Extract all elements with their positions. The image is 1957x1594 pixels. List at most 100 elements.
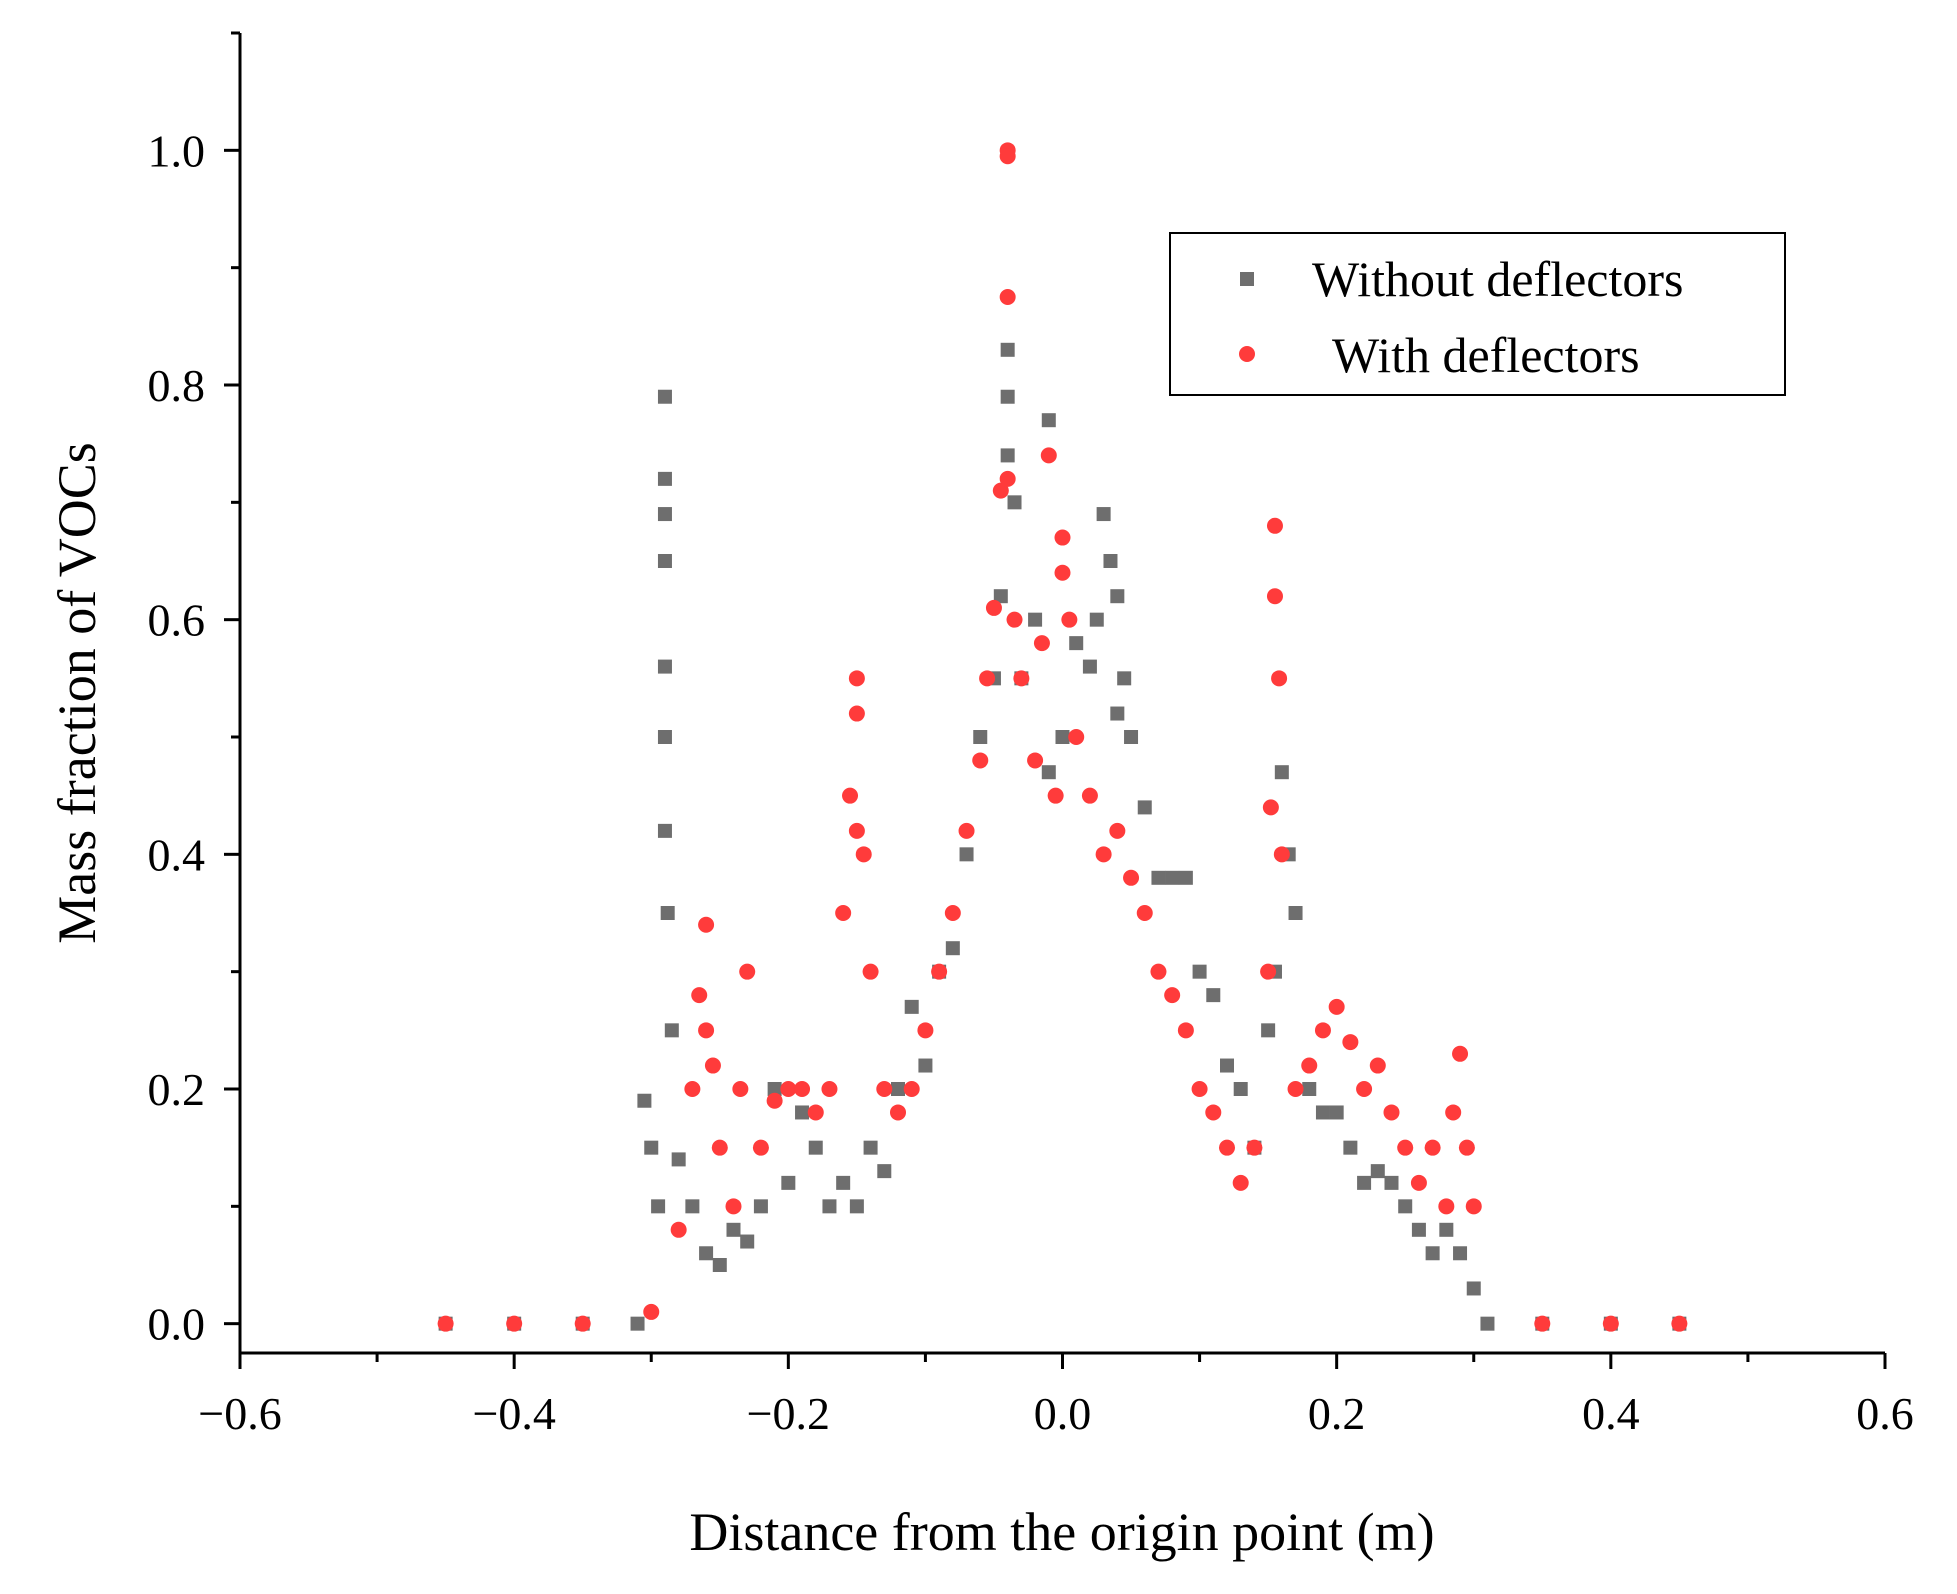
y-tick-label: 0.0 xyxy=(148,1299,206,1350)
data-point xyxy=(1232,1174,1249,1191)
data-point xyxy=(1246,1139,1263,1156)
y-tick-label: 0.4 xyxy=(148,829,206,880)
data-point xyxy=(1480,1316,1495,1331)
data-point xyxy=(1458,1139,1475,1156)
data-point xyxy=(712,1258,727,1272)
data-point xyxy=(972,752,989,769)
data-point xyxy=(1040,447,1057,464)
data-point xyxy=(958,822,975,839)
data-point xyxy=(848,705,865,722)
x-axis-title: Distance from the origin point (m) xyxy=(689,1502,1434,1562)
data-point xyxy=(660,906,675,920)
series-without-deflectors xyxy=(438,342,1687,1331)
data-point xyxy=(1266,588,1283,605)
data-point xyxy=(753,1199,768,1214)
data-point xyxy=(657,659,672,674)
data-point xyxy=(699,1246,714,1261)
y-tick-label: 1.0 xyxy=(148,125,206,176)
data-point xyxy=(1123,869,1140,886)
data-point xyxy=(657,730,672,744)
data-point xyxy=(664,1023,679,1038)
data-point xyxy=(999,470,1016,487)
data-point xyxy=(1041,413,1056,428)
data-point xyxy=(1266,517,1283,534)
data-point xyxy=(1164,987,1181,1004)
data-point xyxy=(1055,730,1070,744)
data-point xyxy=(1425,1246,1440,1261)
y-axis-title: Mass fraction of VOCs xyxy=(47,442,107,943)
data-point xyxy=(1445,1104,1462,1121)
data-point xyxy=(1328,998,1345,1015)
data-point xyxy=(1273,846,1290,863)
data-point xyxy=(808,1140,823,1155)
y-tick-label: 0.2 xyxy=(148,1064,206,1115)
data-point xyxy=(1534,1315,1551,1332)
data-point xyxy=(1109,822,1126,839)
data-point xyxy=(848,822,865,839)
data-point xyxy=(1151,870,1166,885)
data-point xyxy=(1342,1034,1359,1051)
data-point xyxy=(1301,1057,1318,1074)
data-point xyxy=(1261,1023,1276,1038)
data-point xyxy=(862,963,879,980)
data-point xyxy=(1150,963,1167,980)
data-point xyxy=(637,1093,652,1108)
data-point xyxy=(973,730,988,744)
data-point xyxy=(979,670,996,687)
data-point xyxy=(992,482,1009,499)
data-point xyxy=(1671,1315,1688,1332)
data-point xyxy=(1136,905,1153,921)
data-point xyxy=(1177,1022,1194,1039)
data-point xyxy=(671,1152,686,1167)
data-point xyxy=(1110,589,1125,604)
data-point xyxy=(1274,765,1289,780)
data-point xyxy=(726,1222,741,1237)
data-point xyxy=(739,963,756,980)
data-point xyxy=(917,1022,934,1039)
data-point xyxy=(1369,1057,1386,1074)
data-point xyxy=(1398,1199,1413,1214)
data-point xyxy=(1465,1198,1482,1215)
data-point xyxy=(1302,1082,1317,1096)
data-point xyxy=(999,148,1016,165)
tick-labels: −0.6 −0.4 −0.2 0.0 0.2 0.4 0.6 0.0 0.2 0.4 0.6 0.8 1… xyxy=(148,125,1914,1439)
data-point xyxy=(903,1081,920,1097)
data-point xyxy=(1028,612,1043,627)
data-point xyxy=(1027,752,1044,769)
data-point xyxy=(1602,1315,1619,1332)
data-point xyxy=(1103,554,1118,568)
data-point xyxy=(698,1022,715,1039)
data-point xyxy=(506,1315,523,1332)
legend-box xyxy=(1169,232,1786,396)
legend-label-with-deflectors: With deflectors xyxy=(1332,327,1640,383)
data-point xyxy=(1033,635,1050,652)
data-point xyxy=(863,1140,878,1155)
data-point xyxy=(685,1199,700,1214)
data-point xyxy=(1384,1175,1399,1190)
data-point xyxy=(1315,1105,1330,1120)
data-point xyxy=(835,905,852,921)
data-point xyxy=(711,1139,728,1156)
x-tick-label: 0.6 xyxy=(1856,1388,1914,1439)
data-point xyxy=(849,1199,864,1214)
data-point xyxy=(1110,706,1125,721)
data-point xyxy=(1288,906,1303,920)
data-point xyxy=(657,507,672,522)
data-point xyxy=(1165,870,1180,885)
data-point xyxy=(1397,1139,1414,1156)
data-point xyxy=(1007,495,1022,510)
x-tick-label: −0.2 xyxy=(747,1388,830,1439)
data-point xyxy=(931,963,948,980)
axes xyxy=(238,33,1885,1355)
data-point xyxy=(985,599,1002,616)
data-point xyxy=(877,1164,892,1179)
data-point xyxy=(643,1303,660,1320)
data-point xyxy=(1271,670,1288,687)
data-point xyxy=(1089,612,1104,627)
data-point xyxy=(1124,730,1139,744)
data-point xyxy=(1383,1104,1400,1121)
data-point xyxy=(1370,1164,1385,1179)
data-point xyxy=(1061,611,1078,628)
data-point xyxy=(1260,963,1277,980)
data-point xyxy=(1000,342,1015,357)
